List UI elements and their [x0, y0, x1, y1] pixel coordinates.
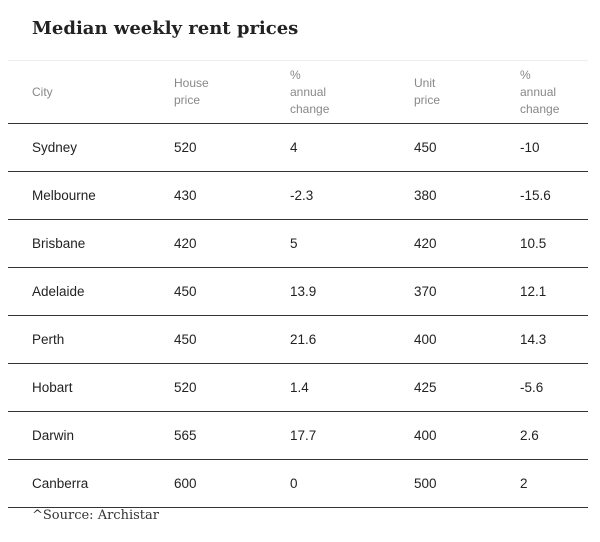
column-header-text: City: [32, 84, 53, 99]
column-header-text: annual: [290, 84, 327, 99]
value-cell: 450: [174, 284, 197, 299]
column-header-text: annual: [520, 84, 557, 99]
value-cell: 4: [290, 140, 298, 155]
value-cell: 450: [174, 332, 197, 347]
value-cell: 400: [414, 332, 437, 347]
value-cell: -5.6: [520, 380, 544, 395]
value-cell: 17.7: [290, 428, 317, 443]
column-header: City: [8, 61, 174, 124]
value-cell: 520: [174, 380, 197, 395]
column-header: Unit price: [414, 61, 520, 124]
value-cell: 14.3: [520, 332, 547, 347]
column-header-text: change: [290, 101, 330, 116]
table-row: Brisbane 420 5 420 10.5: [8, 220, 588, 268]
rent-prices-table: City House price% annual change Unit price% ann…: [8, 60, 588, 508]
header-row: City House price% annual change Unit price% ann…: [8, 60, 588, 124]
table-row: Hobart 520 1.4 425 -5.6: [8, 364, 588, 412]
city-cell: Canberra: [32, 476, 89, 491]
source-note: ^Source: Archistar: [32, 508, 159, 523]
value-cell: 420: [174, 236, 197, 251]
value-cell: 10.5: [520, 236, 547, 251]
value-cell: 5: [290, 236, 298, 251]
value-cell: 2: [520, 476, 528, 491]
table-row: Melbourne 430 -2.3 380 -15.6: [8, 172, 588, 220]
table-row: Darwin 565 17.7 400 2.6: [8, 412, 588, 460]
table-row: Sydney 520 4 450 -10: [8, 124, 588, 172]
table-row: Perth 450 21.6 400 14.3: [8, 316, 588, 364]
value-cell: 2.6: [520, 428, 539, 443]
column-header: % annual change: [520, 61, 588, 124]
column-header-text: %: [290, 67, 301, 82]
value-cell: -10: [520, 140, 540, 155]
column-header-text: House: [174, 76, 209, 90]
value-cell: -2.3: [290, 188, 314, 203]
table-body: Sydney 520 4 450 -10 Melbourne 430 -2.3 380 -15.6…: [8, 124, 588, 508]
column-header: % annual change: [290, 61, 414, 124]
city-cell: Melbourne: [32, 188, 96, 203]
value-cell: 520: [174, 140, 197, 155]
value-cell: 425: [414, 380, 437, 395]
city-cell: Hobart: [32, 380, 73, 395]
city-cell: Darwin: [32, 428, 75, 443]
city-cell: Adelaide: [32, 284, 85, 299]
table-title: Median weekly rent prices: [32, 18, 299, 39]
value-cell: 450: [414, 140, 437, 155]
value-cell: 13.9: [290, 284, 317, 299]
city-cell: Sydney: [32, 140, 78, 155]
value-cell: 370: [414, 284, 437, 299]
value-cell: 21.6: [290, 332, 317, 347]
column-header-text: %: [520, 67, 531, 82]
value-cell: 420: [414, 236, 437, 251]
value-cell: 430: [174, 188, 197, 203]
value-cell: 1.4: [290, 380, 309, 395]
city-cell: Perth: [32, 332, 65, 347]
value-cell: 565: [174, 428, 197, 443]
value-cell: 0: [290, 476, 298, 491]
column-header-text: Unit: [414, 76, 436, 90]
value-cell: -15.6: [520, 188, 551, 203]
value-cell: 380: [414, 188, 437, 203]
value-cell: 500: [414, 476, 437, 491]
column-header-text: change: [520, 101, 560, 116]
rent-table-container: City House price% annual change Unit price% ann…: [8, 60, 588, 508]
value-cell: 12.1: [520, 284, 547, 299]
value-cell: 400: [414, 428, 437, 443]
column-header-text: price: [174, 93, 201, 107]
value-cell: 600: [174, 476, 197, 491]
table-row: Canberra 600 0 500 2: [8, 460, 588, 508]
column-header: House price: [174, 61, 290, 124]
city-cell: Brisbane: [32, 236, 86, 251]
table-row: Adelaide 450 13.9 370 12.1: [8, 268, 588, 316]
column-header-text: price: [414, 93, 441, 107]
